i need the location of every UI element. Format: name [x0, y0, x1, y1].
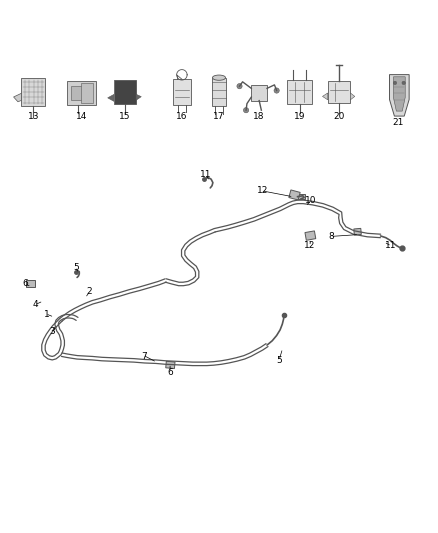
Text: 17: 17 [213, 111, 225, 120]
Circle shape [393, 81, 397, 85]
Text: 18: 18 [253, 111, 264, 120]
Text: 5: 5 [276, 356, 282, 365]
Text: 2: 2 [86, 287, 92, 296]
Polygon shape [14, 93, 21, 102]
Bar [173, 79, 191, 104]
Bar [328, 80, 350, 103]
Text: 11: 11 [200, 171, 212, 179]
Text: 4: 4 [33, 301, 39, 310]
Polygon shape [108, 94, 114, 101]
Text: 5: 5 [73, 263, 79, 272]
Bar [251, 85, 267, 101]
Text: 10: 10 [305, 196, 316, 205]
Text: 8: 8 [329, 232, 335, 241]
Text: 6: 6 [167, 368, 173, 377]
Text: 19: 19 [294, 111, 306, 120]
Polygon shape [136, 94, 141, 100]
Ellipse shape [212, 75, 226, 80]
Text: 15: 15 [120, 111, 131, 120]
Bar [289, 190, 300, 200]
Bar [67, 80, 96, 105]
Polygon shape [393, 77, 405, 111]
Text: 6: 6 [23, 279, 28, 288]
Bar [114, 80, 136, 104]
Bar [212, 78, 226, 106]
Circle shape [402, 81, 406, 85]
Text: 14: 14 [76, 111, 87, 120]
Text: 1: 1 [44, 310, 49, 319]
Bar [287, 80, 312, 104]
Text: 20: 20 [333, 111, 345, 120]
Text: 3: 3 [49, 327, 55, 336]
Circle shape [274, 88, 279, 93]
Text: 16: 16 [176, 111, 187, 120]
Bar [305, 231, 316, 240]
Bar [26, 280, 35, 287]
Text: 12: 12 [257, 185, 268, 195]
Bar [297, 193, 304, 199]
Bar [21, 78, 46, 106]
Circle shape [237, 84, 242, 89]
Text: 13: 13 [28, 111, 39, 120]
Text: 12: 12 [304, 241, 315, 250]
Circle shape [244, 108, 249, 113]
Bar [71, 86, 86, 100]
Bar [166, 361, 175, 368]
Text: 11: 11 [385, 241, 396, 250]
Polygon shape [389, 75, 409, 116]
Bar [354, 228, 361, 235]
Polygon shape [350, 93, 355, 100]
Text: 7: 7 [141, 352, 147, 361]
Bar [81, 83, 93, 102]
Text: 21: 21 [392, 118, 404, 127]
Polygon shape [322, 93, 328, 100]
